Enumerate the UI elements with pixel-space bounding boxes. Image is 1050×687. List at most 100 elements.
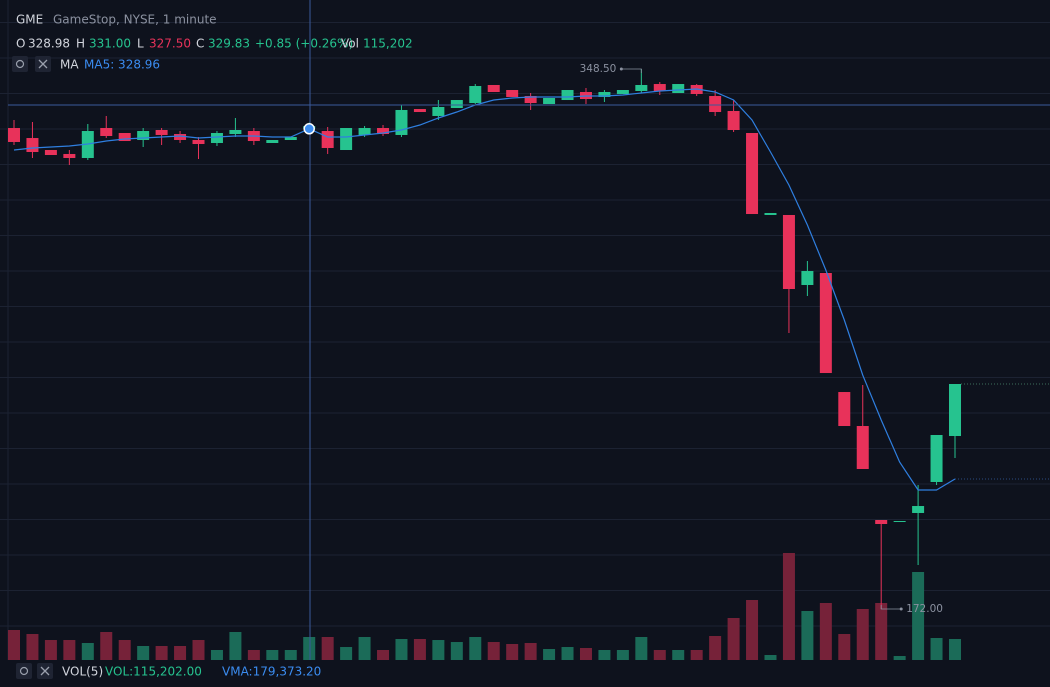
volume-legend-bar xyxy=(0,660,1050,687)
settings-icon[interactable] xyxy=(12,56,28,72)
candle-body xyxy=(8,128,20,142)
indicator-value: MA5: 328.96 xyxy=(84,58,160,72)
low-dot xyxy=(899,607,903,611)
close-icon[interactable] xyxy=(37,663,53,679)
volume-bar xyxy=(801,611,814,660)
candle-body xyxy=(137,131,150,141)
volume-bar xyxy=(469,636,482,660)
volume-bar xyxy=(377,649,390,660)
settings-icon[interactable] xyxy=(16,663,32,679)
volume-bar xyxy=(561,647,574,660)
candle-body xyxy=(192,140,205,145)
candle-body xyxy=(266,140,279,144)
candle-body xyxy=(229,129,242,135)
candle-body xyxy=(561,90,574,101)
volume-bar xyxy=(118,640,131,660)
candle-body xyxy=(413,109,426,113)
volume-bar xyxy=(266,649,279,660)
volume-bar xyxy=(635,636,648,660)
low-label: 172.00 xyxy=(906,603,943,615)
volume-bar xyxy=(746,599,759,660)
candle-body xyxy=(838,392,851,427)
volume-bar xyxy=(303,636,316,660)
candle-body xyxy=(635,84,648,91)
volume-bar xyxy=(450,642,463,660)
volume-bar xyxy=(764,655,777,660)
volume-bar xyxy=(210,649,223,660)
close-icon[interactable] xyxy=(35,56,51,72)
volume-bar xyxy=(819,603,832,660)
candle-body xyxy=(746,132,759,215)
volume-bar xyxy=(358,636,371,660)
volume-bar xyxy=(229,632,242,660)
legend-label: Vol xyxy=(341,37,359,51)
symbol-description: GameStop, NYSE, 1 minute xyxy=(53,13,217,27)
candle-body xyxy=(469,86,482,104)
volume-bar xyxy=(100,632,113,660)
volume-bar xyxy=(543,649,556,660)
candle-body xyxy=(63,153,76,158)
candle-body xyxy=(432,106,445,116)
volume-bar xyxy=(912,571,925,660)
volume-bar xyxy=(856,608,869,660)
candle-body xyxy=(450,100,463,109)
volume-bar xyxy=(709,635,722,660)
candle-body xyxy=(284,137,297,141)
ma-line xyxy=(13,88,956,491)
volume-bar xyxy=(247,649,260,660)
volume-bar xyxy=(26,634,39,660)
indicator-name: MA xyxy=(60,58,79,72)
volume-bar xyxy=(395,639,408,660)
candle-body xyxy=(340,128,353,151)
high-dot xyxy=(619,67,623,71)
candle-body xyxy=(819,273,832,374)
volume-bar xyxy=(579,648,592,660)
volume-bar xyxy=(321,636,334,660)
volume-bar xyxy=(155,646,168,660)
candle-body xyxy=(709,96,722,113)
volume-bar xyxy=(284,649,297,660)
legend-value: 331.00 xyxy=(89,37,131,51)
legend-value: 329.83 xyxy=(208,37,250,51)
volume-bar xyxy=(63,640,76,660)
candle-body xyxy=(44,150,57,155)
volume-indicator-name: VOL(5) xyxy=(62,665,103,679)
candle-body xyxy=(672,84,685,94)
candle-body xyxy=(524,96,537,104)
high-label: 348.50 xyxy=(580,63,617,75)
plot-area xyxy=(8,68,961,660)
candle-body xyxy=(506,90,519,97)
volume-bar xyxy=(727,618,740,660)
legend-value: 328.98 xyxy=(28,37,70,51)
volume-bar xyxy=(838,634,851,660)
candle-body xyxy=(782,214,795,290)
candle-body xyxy=(727,110,740,130)
candle-body xyxy=(26,138,39,152)
candle-body xyxy=(358,128,371,135)
candle-body xyxy=(949,384,961,437)
candle-body xyxy=(930,435,943,482)
candle-body xyxy=(616,90,629,94)
volume-bar xyxy=(44,640,57,660)
crosshair-point xyxy=(303,123,315,135)
candle-body xyxy=(174,134,187,141)
volume-bar xyxy=(506,643,519,660)
volume-bar xyxy=(616,649,629,660)
volume-bar xyxy=(174,646,187,660)
legend-label: L xyxy=(137,37,144,51)
volume-bar xyxy=(690,649,703,660)
candle-body xyxy=(487,84,500,92)
volume-bar xyxy=(782,553,795,660)
candle-body xyxy=(210,132,223,144)
volume-bar xyxy=(893,656,906,660)
candle-body xyxy=(856,426,869,469)
volume-ma-value: VMA:179,373.20 xyxy=(222,665,321,679)
volume-bar xyxy=(930,637,943,660)
candle-body xyxy=(321,131,334,148)
legend-label: C xyxy=(196,37,204,51)
volume-bar xyxy=(137,646,150,660)
volume-bar xyxy=(487,642,500,660)
legend-value: 327.50 xyxy=(149,37,191,51)
volume-bar xyxy=(875,603,888,660)
